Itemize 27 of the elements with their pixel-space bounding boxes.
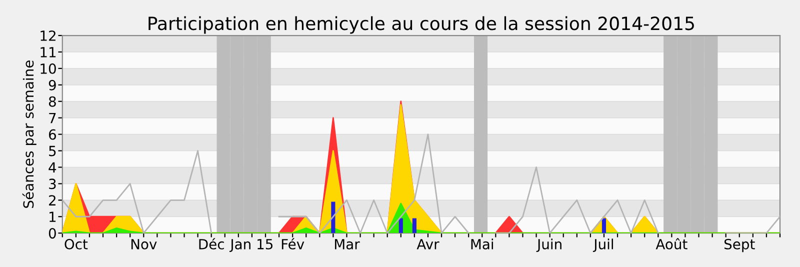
x-tick-label: Mai [471, 238, 493, 250]
y-tick-label: 2 [49, 195, 56, 206]
y-tick-label: 1 [50, 212, 56, 222]
x-tick-label: Déc [199, 238, 224, 250]
y-tick-label: 10 [40, 63, 56, 74]
x-tick-label: Oct [64, 238, 88, 250]
y-tick-label: 9 [48, 80, 56, 90]
y-tick-label: 7 [49, 112, 56, 124]
chart-title: Participation en hemicycle au cours de la session 2014-2015 [148, 16, 694, 34]
y-tick-label: 0 [48, 228, 56, 239]
x-tick-label: Avr [416, 239, 440, 250]
x-tick-label: Juin [536, 238, 562, 252]
y-tick-label: 3 [49, 178, 56, 190]
x-tick-label: Sept [724, 238, 755, 252]
y-tick-label: 5 [49, 146, 56, 156]
x-tick-label: Août [656, 238, 688, 250]
x-tick-label: Juil [592, 238, 613, 252]
y-tick-label: 12 [40, 30, 56, 41]
y-tick-label: 4 [48, 162, 56, 173]
x-tick-label: Fév [282, 238, 304, 250]
x-tick-label: Jan 15 [229, 239, 272, 252]
x-tick-label: Mar [334, 239, 360, 250]
y-tick-label: 11 [40, 47, 56, 58]
y-tick-label: 6 [48, 129, 56, 140]
x-tick-label: Nov [131, 239, 157, 250]
y-axis-title: Séances par semaine [22, 60, 36, 208]
y-tick-label: 8 [48, 96, 56, 107]
